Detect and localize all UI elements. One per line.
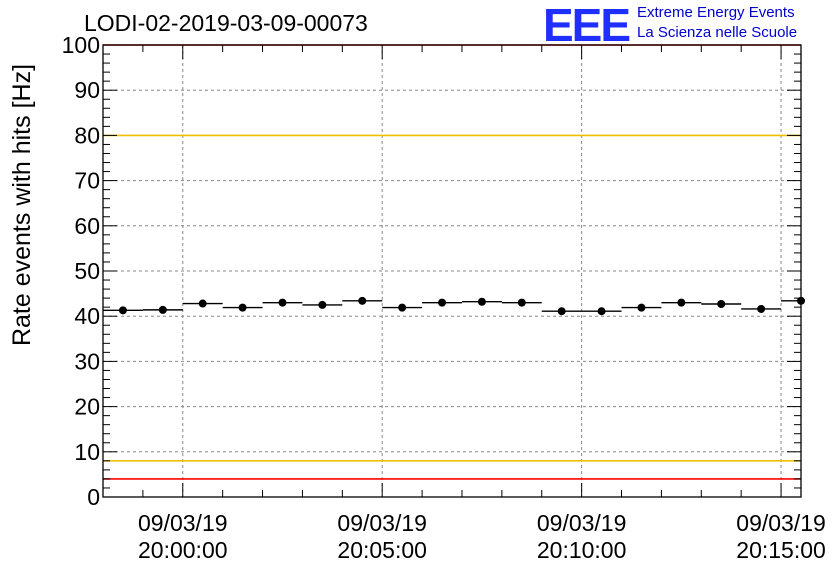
y-tick-label: 90 xyxy=(74,77,100,103)
y-tick-label: 80 xyxy=(74,122,100,148)
data-point xyxy=(557,307,566,316)
data-point xyxy=(358,296,367,305)
y-tick-label: 40 xyxy=(74,303,100,329)
y-axis-label: Rate events with hits [Hz] xyxy=(8,64,36,346)
data-point xyxy=(238,303,247,312)
x-tick-label-date: 09/03/19 xyxy=(337,510,427,536)
y-tick-label: 60 xyxy=(74,213,100,239)
y-tick-label: 10 xyxy=(74,439,100,465)
x-tick-label-date: 09/03/19 xyxy=(736,510,826,536)
data-point xyxy=(118,306,127,315)
tick-layer xyxy=(102,44,801,498)
y-tick-label: 100 xyxy=(62,32,100,58)
data-point xyxy=(677,298,686,307)
y-tick-label: 0 xyxy=(87,484,100,510)
data-point xyxy=(398,303,407,312)
data-point xyxy=(637,303,646,312)
data-point xyxy=(198,299,207,308)
chart-title: LODI-02-2019-03-09-00073 xyxy=(84,10,368,36)
logo-mark: EEE xyxy=(543,0,631,51)
reference-lines xyxy=(103,44,801,480)
grid-layer xyxy=(103,45,801,497)
data-point xyxy=(278,298,287,307)
data-point xyxy=(438,298,447,307)
y-tick-label: 20 xyxy=(74,394,100,420)
data-point xyxy=(318,300,327,309)
x-tick-label-date: 09/03/19 xyxy=(537,510,627,536)
label-layer: 010203040506070809010009/03/1920:00:0009… xyxy=(62,32,826,563)
data-point xyxy=(597,307,606,316)
y-tick-label: 70 xyxy=(74,168,100,194)
data-point xyxy=(517,298,526,307)
x-tick-label-time: 20:00:00 xyxy=(138,537,228,563)
logo-line2: La Scienza nelle Scuole xyxy=(637,24,798,41)
data-point xyxy=(477,297,486,306)
x-tick-label-time: 20:15:00 xyxy=(736,537,826,563)
data-layer xyxy=(103,296,805,316)
x-tick-label-date: 09/03/19 xyxy=(138,510,228,536)
data-point xyxy=(717,299,726,308)
logo-line1: Extreme Energy Events xyxy=(637,4,795,21)
x-tick-label-time: 20:05:00 xyxy=(337,537,427,563)
data-point xyxy=(158,305,167,314)
x-tick-label-time: 20:10:00 xyxy=(537,537,627,563)
y-tick-label: 30 xyxy=(74,348,100,374)
data-point xyxy=(757,304,766,313)
y-tick-label: 50 xyxy=(74,258,100,284)
